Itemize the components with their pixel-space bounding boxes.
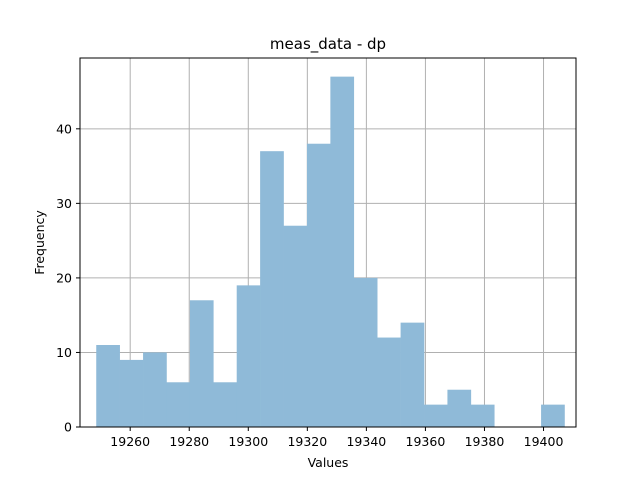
histogram-bar xyxy=(283,225,308,427)
histogram-bar xyxy=(330,76,355,428)
histogram-bar xyxy=(306,143,331,427)
histogram-bar xyxy=(470,404,495,427)
histogram-bar xyxy=(189,300,214,427)
x-tick-label: 19360 xyxy=(406,434,446,449)
histogram-bar xyxy=(96,345,120,427)
histogram-bar xyxy=(400,322,425,427)
x-axis-label: Values xyxy=(308,455,349,470)
chart-title: meas_data - dp xyxy=(270,35,386,54)
histogram-bar xyxy=(377,337,401,427)
x-tick-label: 19280 xyxy=(169,434,209,449)
x-tick-label: 19300 xyxy=(228,434,268,449)
y-tick-label: 40 xyxy=(56,121,72,136)
y-axis-ticks: 0 10 20 30 40 xyxy=(56,121,80,435)
y-tick-label: 10 xyxy=(56,345,72,360)
histogram-bar xyxy=(447,389,472,427)
histogram-bar xyxy=(143,352,167,427)
y-tick-label: 30 xyxy=(56,196,72,211)
histogram-bar xyxy=(260,151,284,427)
histogram-bar xyxy=(166,382,191,427)
grid-lines xyxy=(80,58,576,428)
y-tick-label: 20 xyxy=(56,270,72,285)
histogram-bar xyxy=(424,404,448,427)
x-tick-label: 19400 xyxy=(524,434,564,449)
histogram-bars xyxy=(96,76,565,428)
plot-frame xyxy=(79,57,577,428)
x-tick-label: 19340 xyxy=(346,434,386,449)
histogram-bar xyxy=(236,285,261,427)
histogram-bar xyxy=(353,277,378,427)
histogram-bar xyxy=(119,359,144,427)
x-tick-label: 19380 xyxy=(465,434,505,449)
histogram-bar xyxy=(541,404,565,427)
histogram-bar xyxy=(213,382,238,427)
x-tick-label: 19320 xyxy=(287,434,327,449)
x-axis-ticks: 19260 19280 19300 19320 19340 19360 19380 19400 xyxy=(110,427,563,449)
y-tick-label: 0 xyxy=(64,420,72,435)
x-tick-label: 19260 xyxy=(110,434,150,449)
y-axis-label: Frequency xyxy=(32,210,47,275)
